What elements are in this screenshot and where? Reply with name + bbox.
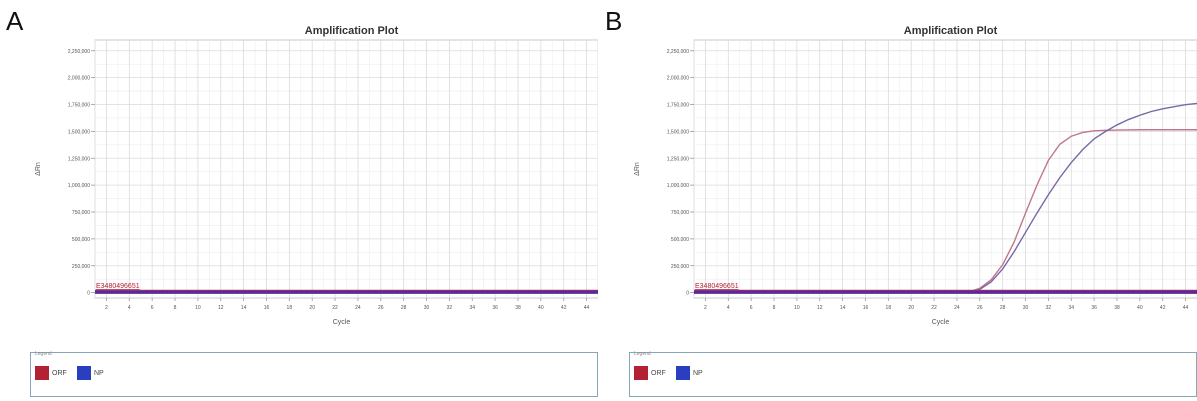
y-tick-label: 1,000,000: [667, 183, 689, 189]
legend-label-np: NP: [693, 369, 703, 377]
y-tick-label: 1,500,000: [68, 129, 90, 135]
y-tick-label: 0: [87, 291, 90, 297]
y-tick-label: 1,750,000: [667, 103, 689, 109]
y-tick-label: 1,750,000: [68, 103, 90, 109]
x-tick-label: 8: [773, 305, 776, 311]
x-tick-label: 24: [954, 305, 960, 311]
x-tick-label: 2: [105, 305, 108, 311]
x-tick-label: 30: [1023, 305, 1029, 311]
series-line-np: [694, 102, 1197, 294]
legend-title: Legend: [634, 351, 651, 357]
threshold-label: E3480496651: [96, 283, 140, 290]
y-tick-label: 250,000: [72, 264, 90, 270]
panel-letter: B: [605, 6, 623, 36]
x-tick-label: 16: [863, 305, 869, 311]
x-tick-label: 42: [561, 305, 567, 311]
x-axis-label: Cycle: [333, 319, 351, 326]
x-tick-label: 36: [492, 305, 498, 311]
x-tick-label: 16: [264, 305, 270, 311]
x-tick-label: 2: [704, 305, 707, 311]
x-tick-label: 10: [195, 305, 201, 311]
x-tick-label: 6: [151, 305, 154, 311]
x-tick-label: 30: [424, 305, 430, 311]
x-tick-label: 34: [1068, 305, 1074, 311]
y-tick-label: 750,000: [72, 210, 90, 216]
legend-item-orf: ORF: [634, 366, 666, 380]
legend-swatch-np: [676, 366, 690, 380]
x-tick-label: 12: [817, 305, 823, 311]
legend-swatch-orf: [35, 366, 49, 380]
panel-b: B 0 250,000 500,000 750,000 1,000,000 1,250,0…: [599, 0, 1197, 401]
y-tick-label: 2,250,000: [667, 49, 689, 55]
y-tick-label: 750,000: [671, 210, 689, 216]
legend-item-np: NP: [77, 366, 104, 380]
legend-swatch-np: [77, 366, 91, 380]
x-tick-label: 14: [840, 305, 846, 311]
y-tick-label: 0: [686, 291, 689, 297]
x-tick-label: 38: [1114, 305, 1120, 311]
x-tick-label: 40: [538, 305, 544, 311]
x-tick-label: 32: [447, 305, 453, 311]
chart-title: Amplification Plot: [904, 25, 998, 37]
x-tick-label: 44: [1183, 305, 1189, 311]
x-tick-label: 8: [174, 305, 177, 311]
x-tick-label: 22: [931, 305, 937, 311]
y-tick-label: 250,000: [671, 264, 689, 270]
x-tick-label: 22: [332, 305, 338, 311]
legend-box: Legend ORF NP: [30, 351, 598, 397]
y-tick-label: 2,250,000: [68, 49, 90, 55]
x-tick-label: 4: [128, 305, 131, 311]
y-tick-label: 1,250,000: [68, 156, 90, 162]
x-tick-label: 18: [287, 305, 293, 311]
legend-label-orf: ORF: [52, 369, 67, 377]
x-tick-label: 28: [401, 305, 407, 311]
y-tick-label: 500,000: [72, 237, 90, 243]
y-tick-label: 1,500,000: [667, 129, 689, 135]
x-tick-label: 10: [794, 305, 800, 311]
x-tick-label: 40: [1137, 305, 1143, 311]
series-line-orf: [694, 129, 1197, 294]
legend-label-orf: ORF: [651, 369, 666, 377]
legend-title: Legend: [35, 351, 52, 357]
x-tick-label: 20: [309, 305, 315, 311]
legend-label-np: NP: [94, 369, 104, 377]
y-tick-label: 1,250,000: [667, 156, 689, 162]
x-tick-label: 26: [378, 305, 384, 311]
y-tick-label: 2,000,000: [667, 76, 689, 82]
x-tick-label: 12: [218, 305, 224, 311]
x-tick-label: 32: [1046, 305, 1052, 311]
x-tick-label: 34: [469, 305, 475, 311]
x-tick-label: 14: [241, 305, 247, 311]
chart-title: Amplification Plot: [305, 25, 399, 37]
x-tick-label: 24: [355, 305, 361, 311]
x-tick-label: 28: [1000, 305, 1006, 311]
x-tick-label: 20: [908, 305, 914, 311]
x-axis-label: Cycle: [932, 319, 950, 326]
y-axis-label: ΔRn: [634, 162, 641, 176]
y-tick-label: 2,000,000: [68, 76, 90, 82]
y-tick-label: 1,000,000: [68, 183, 90, 189]
x-tick-label: 42: [1160, 305, 1166, 311]
y-tick-label: 500,000: [671, 237, 689, 243]
amplification-plot-b: 0 250,000 500,000 750,000 1,000,000 1,250,000…: [634, 25, 1197, 326]
panel-letter: A: [6, 6, 24, 36]
amplification-plot-a: 0 250,000 500,000 750,000 1,000,000 1,250,000…: [35, 25, 598, 326]
x-tick-label: 36: [1091, 305, 1097, 311]
panel-a: A 0 250,000 500,000 750,000 1,000,000 1,250,0…: [0, 0, 598, 401]
x-tick-label: 26: [977, 305, 983, 311]
legend-box: Legend ORF NP: [629, 351, 1197, 397]
x-tick-label: 38: [515, 305, 521, 311]
x-tick-label: 44: [584, 305, 590, 311]
x-tick-label: 18: [886, 305, 892, 311]
legend-item-orf: ORF: [35, 366, 67, 380]
x-tick-label: 4: [727, 305, 730, 311]
legend-item-np: NP: [676, 366, 703, 380]
y-axis-label: ΔRn: [35, 162, 42, 176]
x-tick-label: 6: [750, 305, 753, 311]
legend-swatch-orf: [634, 366, 648, 380]
threshold-label: E3480496651: [695, 283, 739, 290]
